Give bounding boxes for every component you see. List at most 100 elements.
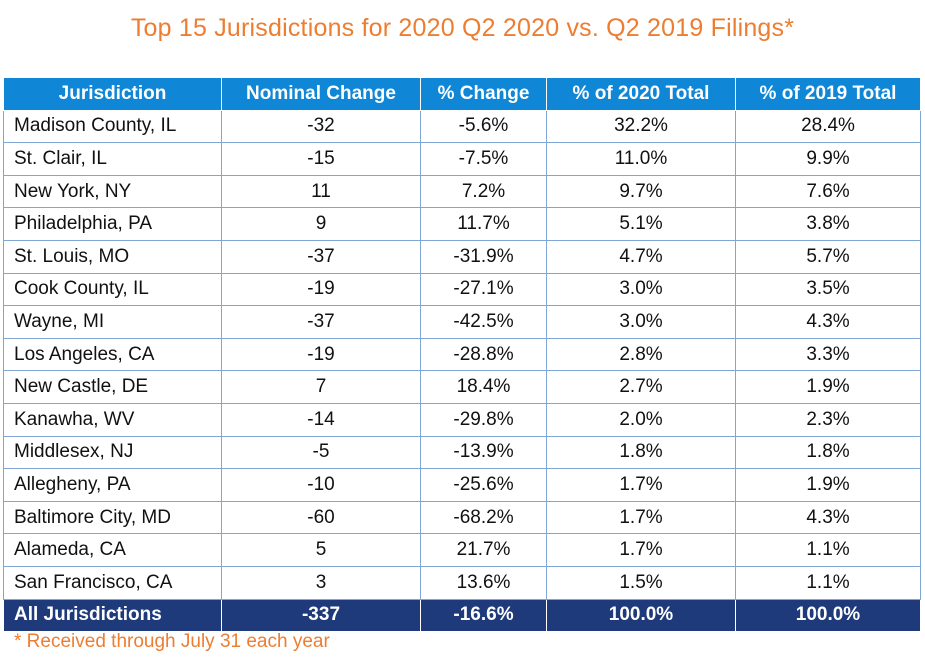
value-cell: 13.6% xyxy=(420,565,547,600)
value-cell: 1.9% xyxy=(735,468,921,502)
table-row: Philadelphia, PA 9 11.7% 5.1% 3.8% xyxy=(3,207,921,241)
table-body: Madison County, IL -32 -5.6% 32.2% 28.4% St. … xyxy=(3,109,921,600)
table-row: St. Clair, IL -15 -7.5% 11.0% 9.9% xyxy=(3,142,921,176)
table-row: Cook County, IL -19 -27.1% 3.0% 3.5% xyxy=(3,272,921,307)
total-value-cell: 100.0% xyxy=(735,598,921,633)
value-cell: -31.9% xyxy=(420,239,547,274)
value-cell: 9 xyxy=(221,207,421,241)
value-cell: -68.2% xyxy=(420,500,547,535)
value-cell: 3.0% xyxy=(546,272,736,307)
total-label-cell: All Jurisdictions xyxy=(3,598,222,633)
value-cell: -13.9% xyxy=(420,435,547,470)
table-row: Wayne, MI -37 -42.5% 3.0% 4.3% xyxy=(3,305,921,339)
jurisdiction-cell: New York, NY xyxy=(3,174,222,209)
value-cell: 1.7% xyxy=(546,468,736,502)
value-cell: 1.1% xyxy=(735,533,921,567)
table-row: Madison County, IL -32 -5.6% 32.2% 28.4% xyxy=(3,109,921,144)
value-cell: 1.7% xyxy=(546,533,736,567)
chart-title: Top 15 Jurisdictions for 2020 Q2 2020 vs… xyxy=(130,14,795,42)
total-value-cell: -337 xyxy=(221,598,421,633)
value-cell: -19 xyxy=(221,337,421,372)
jurisdiction-cell: Baltimore City, MD xyxy=(3,500,222,535)
value-cell: 4.7% xyxy=(546,239,736,274)
jurisdiction-cell: Kanawha, WV xyxy=(3,402,222,437)
value-cell: 32.2% xyxy=(546,109,736,144)
column-header: Nominal Change xyxy=(221,77,421,111)
jurisdiction-cell: Philadelphia, PA xyxy=(3,207,222,241)
table-row: Alameda, CA 5 21.7% 1.7% 1.1% xyxy=(3,533,921,567)
value-cell: -10 xyxy=(221,468,421,502)
value-cell: 1.1% xyxy=(735,565,921,600)
header-row: Jurisdiction Nominal Change% Change% of 2… xyxy=(3,77,921,111)
column-header: % of 2020 Total xyxy=(546,77,736,111)
value-cell: 3.0% xyxy=(546,305,736,339)
value-cell: -42.5% xyxy=(420,305,547,339)
table-header: Jurisdiction Nominal Change% Change% of 2… xyxy=(3,77,921,111)
value-cell: 1.9% xyxy=(735,370,921,404)
jurisdiction-cell: Cook County, IL xyxy=(3,272,222,307)
column-header: Jurisdiction xyxy=(3,77,222,111)
value-cell: 2.7% xyxy=(546,370,736,404)
value-cell: 1.8% xyxy=(546,435,736,470)
footnote: * Received through July 31 each year xyxy=(14,631,330,652)
value-cell: 1.5% xyxy=(546,565,736,600)
table-row: Kanawha, WV -14 -29.8% 2.0% 2.3% xyxy=(3,402,921,437)
value-cell: 7.2% xyxy=(420,174,547,209)
value-cell: 5 xyxy=(221,533,421,567)
jurisdiction-cell: San Francisco, CA xyxy=(3,565,222,600)
jurisdiction-cell: Madison County, IL xyxy=(3,109,222,144)
value-cell: -27.1% xyxy=(420,272,547,307)
table-row: New York, NY 11 7.2% 9.7% 7.6% xyxy=(3,174,921,209)
column-header: % of 2019 Total xyxy=(735,77,921,111)
jurisdiction-cell: Alameda, CA xyxy=(3,533,222,567)
value-cell: 18.4% xyxy=(420,370,547,404)
value-cell: 2.0% xyxy=(546,402,736,437)
total-row: All Jurisdictions -337 -16.6% 100.0% 100.0% xyxy=(3,598,921,633)
table-row: St. Louis, MO -37 -31.9% 4.7% 5.7% xyxy=(3,239,921,274)
value-cell: -29.8% xyxy=(420,402,547,437)
table-footer: All Jurisdictions -337 -16.6% 100.0% 100.0% xyxy=(3,598,921,633)
value-cell: -28.8% xyxy=(420,337,547,372)
value-cell: 3 xyxy=(221,565,421,600)
value-cell: 28.4% xyxy=(735,109,921,144)
value-cell: -19 xyxy=(221,272,421,307)
total-value-cell: -16.6% xyxy=(420,598,547,633)
total-value-cell: 100.0% xyxy=(546,598,736,633)
value-cell: 7 xyxy=(221,370,421,404)
value-cell: 3.5% xyxy=(735,272,921,307)
jurisdiction-cell: Wayne, MI xyxy=(3,305,222,339)
jurisdiction-cell: Middlesex, NJ xyxy=(3,435,222,470)
jurisdiction-cell: Los Angeles, CA xyxy=(3,337,222,372)
value-cell: -60 xyxy=(221,500,421,535)
table-row: Los Angeles, CA -19 -28.8% 2.8% 3.3% xyxy=(3,337,921,372)
value-cell: 1.7% xyxy=(546,500,736,535)
value-cell: -37 xyxy=(221,305,421,339)
table-row: New Castle, DE 7 18.4% 2.7% 1.9% xyxy=(3,370,921,404)
value-cell: 1.8% xyxy=(735,435,921,470)
value-cell: 9.9% xyxy=(735,142,921,176)
value-cell: 11 xyxy=(221,174,421,209)
jurisdiction-cell: St. Louis, MO xyxy=(3,239,222,274)
value-cell: -32 xyxy=(221,109,421,144)
value-cell: 11.0% xyxy=(546,142,736,176)
value-cell: -25.6% xyxy=(420,468,547,502)
jurisdiction-cell: St. Clair, IL xyxy=(3,142,222,176)
value-cell: 4.3% xyxy=(735,305,921,339)
value-cell: 4.3% xyxy=(735,500,921,535)
table-row: San Francisco, CA 3 13.6% 1.5% 1.1% xyxy=(3,565,921,600)
table-row: Allegheny, PA -10 -25.6% 1.7% 1.9% xyxy=(3,468,921,502)
value-cell: 5.1% xyxy=(546,207,736,241)
table-row: Middlesex, NJ -5 -13.9% 1.8% 1.8% xyxy=(3,435,921,470)
value-cell: 3.3% xyxy=(735,337,921,372)
value-cell: -7.5% xyxy=(420,142,547,176)
jurisdiction-cell: New Castle, DE xyxy=(3,370,222,404)
value-cell: 11.7% xyxy=(420,207,547,241)
value-cell: 9.7% xyxy=(546,174,736,209)
value-cell: -15 xyxy=(221,142,421,176)
value-cell: 5.7% xyxy=(735,239,921,274)
value-cell: 2.3% xyxy=(735,402,921,437)
value-cell: -14 xyxy=(221,402,421,437)
value-cell: -5 xyxy=(221,435,421,470)
value-cell: 3.8% xyxy=(735,207,921,241)
value-cell: 21.7% xyxy=(420,533,547,567)
